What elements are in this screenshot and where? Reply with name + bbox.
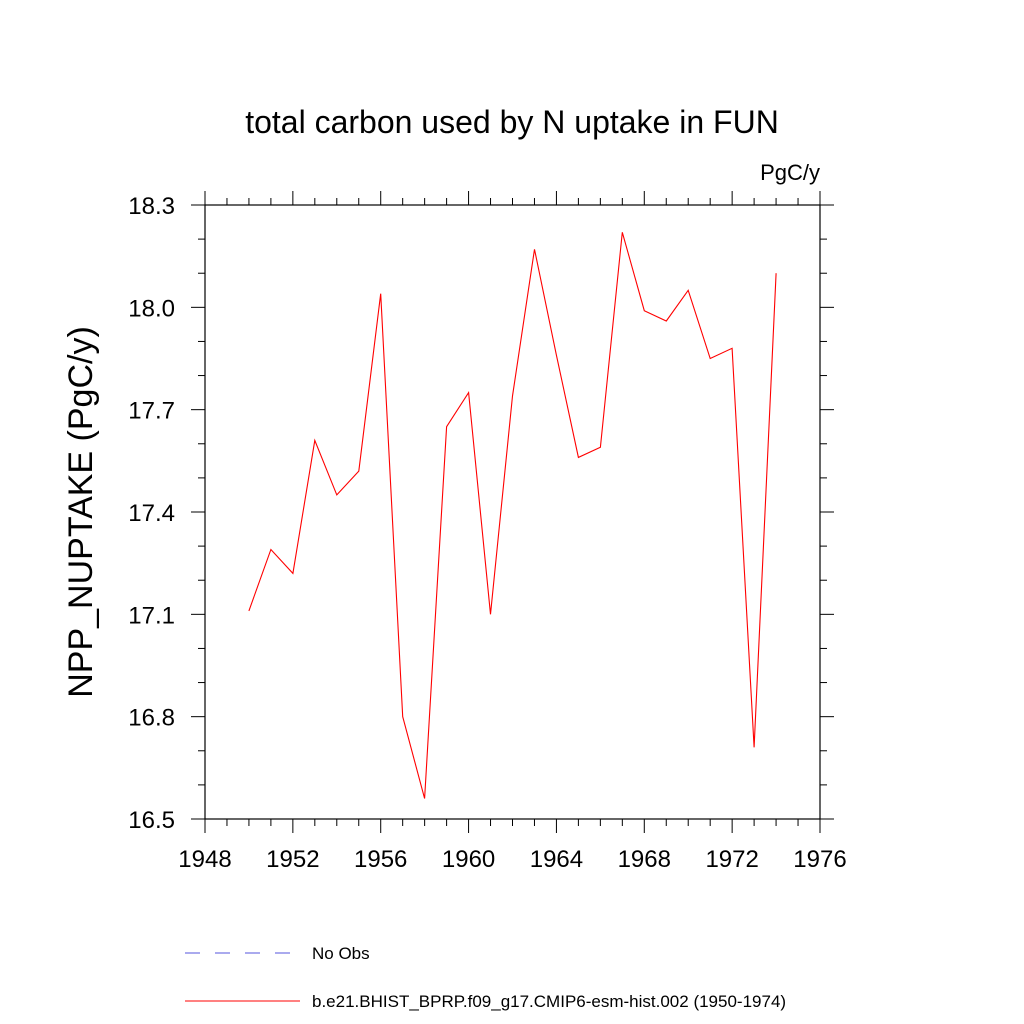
y-tick-label: 16.8 (128, 705, 175, 732)
data-point (446, 426, 447, 427)
data-point (358, 470, 359, 471)
data-point (424, 798, 425, 799)
data-point (336, 494, 337, 495)
legend-label-no-obs: No Obs (312, 944, 370, 963)
y-axis-label: NPP_NUPTAKE (PgC/y) (62, 326, 100, 698)
data-point (710, 358, 711, 359)
data-point (402, 716, 403, 717)
data-point (490, 614, 491, 615)
series-line (248, 232, 777, 799)
data-point (556, 354, 557, 355)
data-point (666, 320, 667, 321)
y-tick-label: 16.5 (128, 807, 175, 834)
legend: No Obs b.e21.BHIST_BPRP.f09_g17.CMIP6-es… (185, 944, 786, 1011)
x-tick-label: 1968 (618, 846, 671, 873)
y-tick-label: 17.1 (128, 602, 175, 629)
data-point (512, 395, 513, 396)
data-point (534, 249, 535, 250)
axis-ticks (191, 191, 834, 833)
plot-frame (204, 204, 821, 820)
data-point (600, 447, 601, 448)
data-point (644, 310, 645, 311)
data-point (732, 348, 733, 349)
x-tick-label: 1956 (354, 846, 407, 873)
data-point (270, 549, 271, 550)
data-point (688, 290, 689, 291)
x-tick-label: 1952 (266, 846, 319, 873)
y-tick-label: 18.0 (128, 295, 175, 322)
data-series (248, 232, 777, 799)
data-point (248, 610, 249, 611)
y-tick-label: 17.4 (128, 500, 175, 527)
data-point (292, 573, 293, 574)
chart-title: total carbon used by N uptake in FUN (245, 104, 779, 140)
y-tick-label: 18.3 (128, 193, 175, 220)
x-tick-label: 1972 (705, 846, 758, 873)
data-point (314, 440, 315, 441)
data-point (380, 293, 381, 294)
x-tick-label: 1964 (530, 846, 583, 873)
y-tick-label: 17.7 (128, 398, 175, 425)
x-tick-label: 1976 (793, 846, 846, 873)
units-label: PgC/y (760, 160, 820, 185)
axis-tick-labels: 1948 1952 1956 1960 1964 1968 1972 1976 16.5 16.8… (128, 193, 846, 873)
data-point (622, 232, 623, 233)
data-point (578, 457, 579, 458)
data-point (754, 747, 755, 748)
legend-label-model: b.e21.BHIST_BPRP.f09_g17.CMIP6-esm-hist.… (312, 992, 786, 1011)
x-tick-label: 1960 (442, 846, 495, 873)
data-point (468, 392, 469, 393)
x-tick-label: 1948 (178, 846, 231, 873)
data-point (775, 273, 776, 274)
